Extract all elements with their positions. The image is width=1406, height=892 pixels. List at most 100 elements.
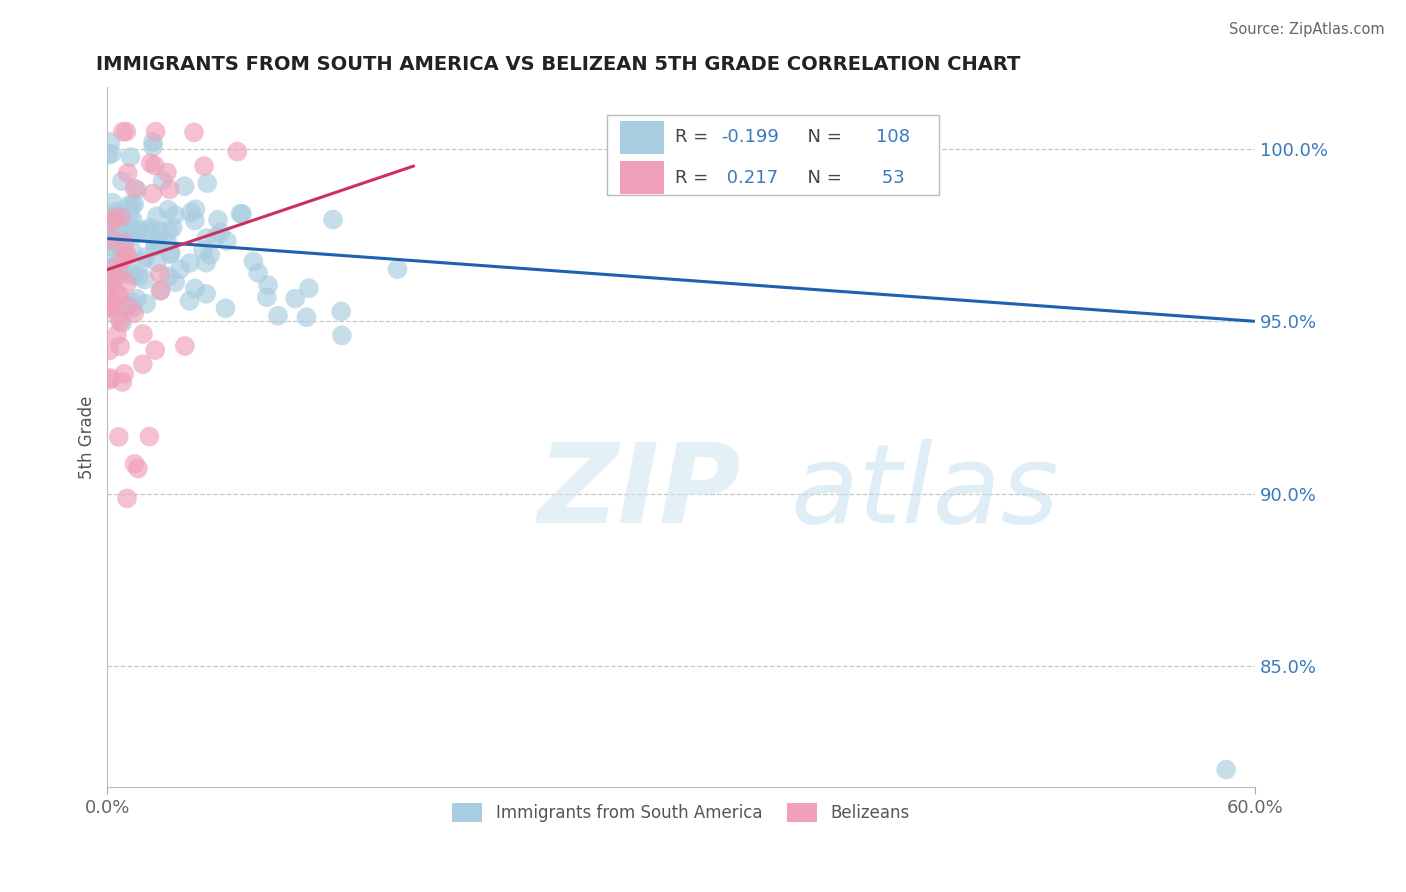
Point [184,213,207,227]
Point [125,292,148,306]
Point [295,310,318,325]
Point [256,290,278,304]
Point [139,156,162,170]
Point [120,150,142,164]
Point [117,299,139,313]
Point [115,491,138,506]
Point [157,224,180,238]
Point [110,211,132,225]
Point [110,315,132,329]
Point [120,268,142,282]
Point [149,283,172,297]
Text: N =: N = [796,128,848,146]
Point [101,232,124,246]
Point [100,301,122,315]
Point [97,275,120,289]
Point [179,293,201,308]
Point [267,309,290,323]
Point [100,371,122,385]
Point [105,205,128,219]
Point [157,202,180,217]
Y-axis label: 5th Grade: 5th Grade [79,395,96,478]
Point [157,269,180,284]
Point [162,221,184,235]
Point [101,234,124,248]
Point [173,339,195,353]
Point [107,430,129,444]
Text: -0.199: -0.199 [721,128,779,146]
Point [108,288,131,302]
Point [101,299,124,313]
Point [135,297,157,311]
Point [112,252,135,266]
Point [101,195,124,210]
FancyBboxPatch shape [606,115,939,195]
Point [298,281,321,295]
Point [257,278,280,293]
Point [121,212,143,227]
Point [156,235,179,250]
Point [152,174,174,188]
Point [159,247,181,261]
Point [122,267,145,281]
Point [101,262,124,277]
Point [195,231,218,245]
Point [322,212,344,227]
Point [107,254,129,268]
Point [387,262,409,277]
Point [207,212,229,227]
Point [112,367,135,381]
Point [165,208,187,222]
Point [115,276,138,290]
Point [108,218,131,232]
Point [156,165,179,179]
Point [226,145,249,159]
Point [108,267,131,281]
Point [127,227,149,241]
Point [98,373,121,387]
Point [136,224,159,238]
Point [143,240,166,254]
Point [132,357,155,371]
Point [134,250,156,264]
Point [98,343,121,358]
Point [184,281,207,295]
Point [110,210,132,224]
Point [330,304,353,318]
Point [193,159,215,173]
Point [195,176,218,190]
Point [121,198,143,212]
Point [104,267,127,281]
Point [111,316,134,330]
Point [214,301,236,316]
Text: 0.217: 0.217 [721,169,779,186]
Point [184,202,207,217]
Point [179,256,201,270]
Point [195,286,218,301]
Point [107,288,129,302]
Point [132,254,155,268]
Point [110,242,132,256]
Text: R =: R = [675,128,714,146]
Point [107,213,129,227]
Point [121,301,143,316]
Point [121,295,143,310]
Point [127,461,149,475]
Point [107,310,129,324]
Point [103,211,125,226]
Point [169,262,191,277]
Point [98,293,121,307]
Point [111,375,134,389]
Point [195,255,218,269]
Point [104,219,127,233]
Point [101,260,124,274]
Point [143,158,166,172]
Point [117,249,139,263]
Point [118,210,141,224]
Point [103,281,125,295]
Point [143,343,166,357]
Point [132,326,155,341]
Point [107,209,129,223]
Point [122,306,145,320]
Point [1215,763,1237,777]
